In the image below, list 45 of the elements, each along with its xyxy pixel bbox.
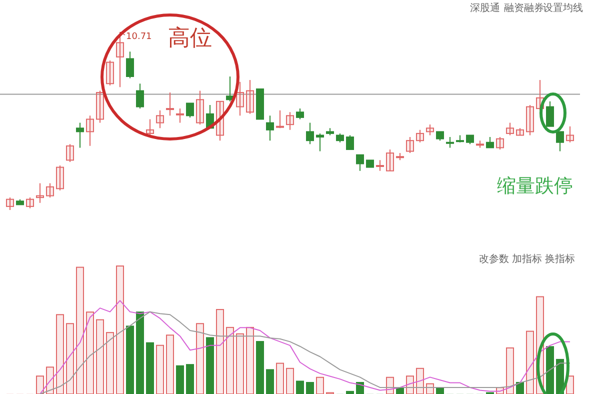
bar	[286, 368, 294, 394]
bar	[186, 364, 194, 394]
bar	[226, 326, 234, 394]
annotation: 高位	[168, 26, 212, 51]
text: 加指标	[512, 253, 542, 265]
bar	[66, 323, 74, 394]
bar	[516, 382, 524, 394]
bar	[316, 376, 324, 394]
text: 设置均线	[543, 2, 583, 14]
bar	[196, 323, 204, 394]
bar	[546, 346, 554, 394]
bar	[266, 369, 274, 394]
bar	[356, 382, 364, 394]
bar	[46, 366, 54, 394]
bar	[276, 362, 284, 394]
bar	[346, 390, 354, 394]
bar	[56, 314, 64, 394]
bar	[96, 319, 104, 394]
bar	[136, 312, 144, 394]
bar	[416, 368, 424, 394]
bar	[166, 334, 174, 394]
bar	[116, 266, 124, 394]
bar	[306, 382, 314, 394]
text: 融资融券	[504, 2, 544, 14]
bar	[506, 347, 514, 394]
annotation: 缩量跌停	[497, 175, 573, 197]
bar	[146, 342, 154, 394]
bar	[36, 376, 44, 394]
text: 换指标	[545, 253, 575, 265]
text: 深股通	[470, 2, 500, 14]
bar	[176, 365, 184, 394]
bar	[76, 266, 84, 394]
bar	[86, 312, 94, 394]
bar	[236, 333, 244, 394]
bar	[156, 344, 164, 394]
bar	[526, 330, 534, 394]
bar	[126, 326, 134, 394]
bar	[106, 332, 114, 394]
bar	[206, 337, 214, 394]
bar	[246, 326, 254, 394]
bar	[216, 309, 224, 394]
bar	[256, 341, 264, 394]
annotation: 10.71	[126, 32, 152, 42]
bar	[296, 380, 304, 394]
text: 改参数	[479, 253, 509, 265]
